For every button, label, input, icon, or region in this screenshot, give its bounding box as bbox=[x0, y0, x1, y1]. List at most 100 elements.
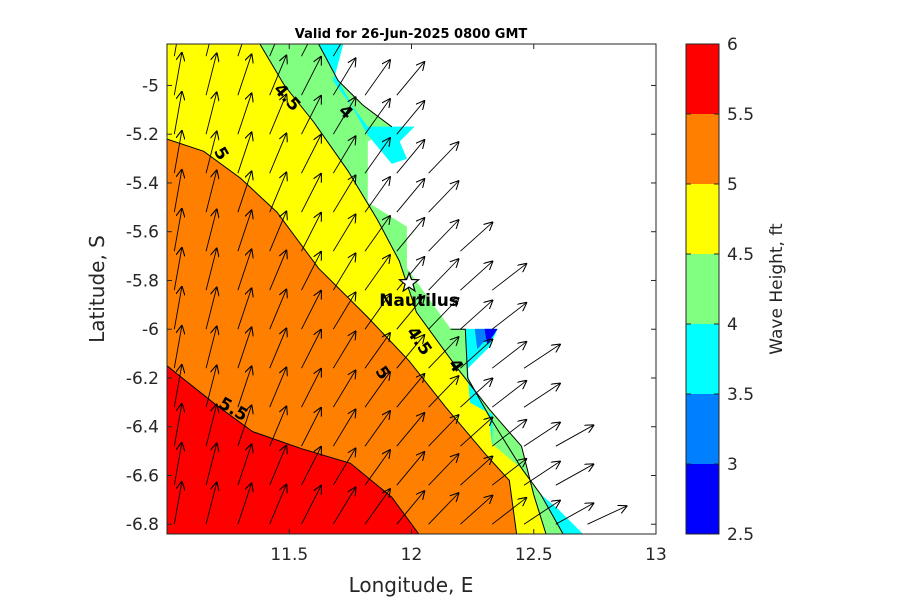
wave-vector-4 bbox=[301, 44, 309, 57]
colorbar-tick-label-2: 3.5 bbox=[727, 385, 754, 405]
wave-vector-48 bbox=[428, 220, 460, 252]
region-3_5-4 bbox=[318, 44, 415, 164]
colorbar-tick-label-6: 5.5 bbox=[727, 105, 754, 125]
wave-vector-67 bbox=[364, 293, 391, 330]
colorbar-frame bbox=[685, 43, 720, 535]
wave-vector-31 bbox=[173, 169, 182, 213]
wave-vector-52 bbox=[237, 249, 252, 291]
wave-vector-81 bbox=[460, 339, 493, 369]
wave-vector-70 bbox=[460, 300, 493, 330]
wave-vector-57 bbox=[396, 256, 425, 291]
wave-vector-131 bbox=[460, 495, 493, 525]
x-tick-label-1: 12 bbox=[401, 545, 423, 565]
wave-vector-32 bbox=[205, 170, 217, 213]
wave-vector-54 bbox=[301, 251, 322, 291]
wave-vector-71 bbox=[491, 302, 527, 330]
wave-direction-vectors bbox=[173, 44, 628, 525]
wave-vector-38 bbox=[396, 178, 425, 213]
wave-vector-119 bbox=[491, 458, 527, 486]
wave-vector-88 bbox=[301, 368, 322, 408]
wave-vector-135 bbox=[587, 506, 628, 525]
wave-vector-96 bbox=[173, 403, 182, 447]
wave-vector-109 bbox=[173, 442, 182, 486]
wave-vector-77 bbox=[332, 331, 356, 369]
wave-vector-82 bbox=[491, 341, 527, 369]
wave-vector-30 bbox=[428, 142, 460, 174]
wave-vector-19 bbox=[332, 97, 356, 135]
wave-vector-27 bbox=[332, 136, 356, 174]
wave-vector-100 bbox=[301, 407, 322, 447]
wave-vector-74 bbox=[237, 327, 252, 369]
wave-vector-14 bbox=[173, 91, 182, 135]
wave-vector-93 bbox=[460, 378, 493, 408]
y-axis: -5 -5.2 -5.4 -5.6 -5.8 -6 -6.2 -6.4 -6.6 -6.8 bbox=[126, 76, 656, 535]
wave-vector-64 bbox=[269, 289, 287, 330]
wave-vector-7 bbox=[205, 53, 217, 96]
x-tick-label-3: 13 bbox=[645, 545, 667, 565]
colorbar-ticks: 2.5 3 3.5 4 4.5 5 5.5 6 bbox=[686, 35, 754, 545]
wave-vector-41 bbox=[205, 209, 217, 252]
chart-title: Valid for 26-Jun-2025 0800 GMT bbox=[295, 27, 528, 42]
wave-vector-102 bbox=[364, 410, 391, 447]
wave-vector-80 bbox=[428, 337, 460, 369]
wave-vector-84 bbox=[173, 364, 182, 408]
y-tick-label-3: -5.6 bbox=[126, 223, 159, 243]
wave-vector-11 bbox=[332, 58, 356, 96]
wave-vector-40 bbox=[173, 208, 182, 252]
y-tick-label-8: -6.6 bbox=[126, 466, 159, 486]
wave-vector-9 bbox=[269, 55, 287, 96]
wave-vector-110 bbox=[205, 443, 217, 486]
wave-vector-26 bbox=[301, 134, 322, 174]
wave-vector-20 bbox=[364, 98, 391, 135]
wave-vector-34 bbox=[269, 172, 287, 213]
y-tick-label-9: -6.8 bbox=[126, 515, 159, 535]
wave-vector-90 bbox=[364, 371, 391, 408]
x-tick-label-2: 12.5 bbox=[515, 545, 553, 565]
wave-vector-105 bbox=[460, 417, 493, 447]
wave-vector-106 bbox=[491, 419, 527, 447]
wave-vector-61 bbox=[173, 286, 182, 330]
wave-vector-133 bbox=[523, 500, 561, 525]
wave-vector-21 bbox=[396, 100, 425, 135]
wave-vector-87 bbox=[269, 367, 287, 408]
wave-vector-116 bbox=[396, 451, 425, 486]
wave-vector-28 bbox=[364, 137, 391, 174]
wave-vector-5 bbox=[332, 44, 342, 57]
wave-vector-128 bbox=[364, 488, 391, 525]
wave-vector-95 bbox=[523, 383, 561, 408]
wave-vector-134 bbox=[555, 503, 594, 525]
wave-vector-15 bbox=[205, 92, 217, 135]
wave-vector-3 bbox=[269, 44, 276, 57]
wave-vector-58 bbox=[428, 259, 460, 291]
wave-vector-104 bbox=[428, 415, 460, 447]
wave-vector-126 bbox=[301, 485, 322, 525]
wave-vector-111 bbox=[237, 444, 252, 486]
wave-vector-124 bbox=[237, 483, 252, 525]
wave-vector-66 bbox=[332, 292, 356, 330]
wave-vector-50 bbox=[173, 247, 182, 291]
wave-vector-10 bbox=[301, 56, 322, 96]
wave-vector-0 bbox=[173, 44, 177, 57]
wave-vector-22 bbox=[173, 130, 182, 174]
wave-vector-120 bbox=[523, 461, 561, 486]
colorbar-levels bbox=[686, 44, 719, 534]
wave-vector-112 bbox=[269, 445, 287, 486]
star-icon bbox=[397, 271, 421, 293]
wave-vector-113 bbox=[301, 446, 322, 486]
wave-vector-45 bbox=[332, 214, 356, 252]
wave-vector-33 bbox=[237, 171, 252, 213]
wave-vector-62 bbox=[205, 287, 217, 330]
y-tick-label-4: -5.8 bbox=[126, 271, 159, 291]
wave-vector-76 bbox=[301, 329, 322, 369]
x-axis-label: Longitude, E bbox=[349, 573, 474, 597]
wave-vector-63 bbox=[237, 288, 252, 330]
wave-vector-108 bbox=[555, 425, 594, 447]
wave-vector-42 bbox=[237, 210, 252, 252]
colorbar-level-2 bbox=[686, 324, 719, 394]
wave-vector-78 bbox=[364, 332, 391, 369]
colorbar-tick-label-1: 3 bbox=[727, 455, 738, 475]
contour-line-4-3 bbox=[318, 44, 393, 128]
wave-vector-35 bbox=[301, 173, 322, 213]
y-tick-label-1: -5.2 bbox=[126, 125, 159, 145]
wave-vector-132 bbox=[491, 497, 527, 525]
